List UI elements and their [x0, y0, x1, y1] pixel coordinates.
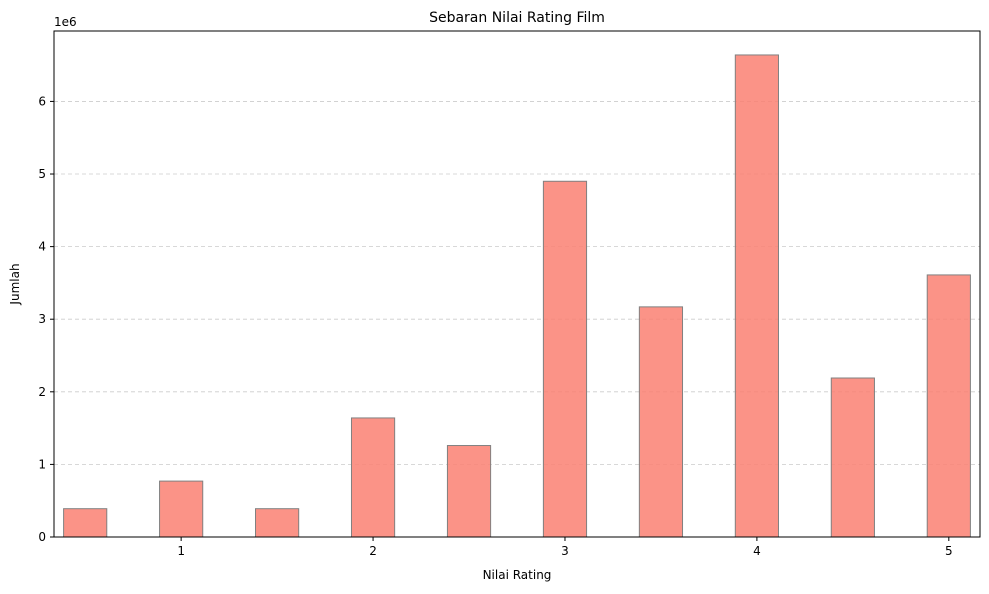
bar-3	[350, 417, 396, 538]
bar-9	[926, 274, 971, 538]
y-tick-label-6: 6	[38, 94, 46, 108]
bar-2	[255, 508, 300, 538]
x-tick-label-2: 3	[561, 544, 569, 558]
grid-lines	[54, 101, 980, 465]
bar-6	[638, 306, 684, 538]
bar-8	[830, 377, 875, 538]
y-axis-ticks: 0 1 2 3 4 5 6	[38, 94, 54, 544]
y-tick-label-4: 4	[38, 240, 46, 254]
x-axis-label: Nilai Rating	[483, 568, 552, 582]
x-axis-ticks: 1 2 3 4 5	[177, 537, 953, 558]
y-tick-label-5: 5	[38, 167, 46, 181]
y-tick-label-3: 3	[38, 312, 46, 326]
plot-frame	[53, 30, 981, 538]
bar-7	[734, 54, 779, 538]
bar-0	[63, 508, 108, 538]
bar-4	[446, 445, 492, 538]
y-tick-label-0: 0	[38, 530, 46, 544]
x-tick-label-4: 5	[945, 544, 953, 558]
bar-5	[542, 180, 588, 538]
x-tick-label-0: 1	[177, 544, 185, 558]
bars	[63, 54, 971, 538]
x-tick-label-3: 4	[753, 544, 761, 558]
y-tick-label-2: 2	[38, 385, 46, 399]
y-tick-label-1: 1	[38, 457, 46, 471]
x-tick-label-1: 2	[369, 544, 377, 558]
bar-1	[159, 480, 204, 538]
y-axis-offset-label: 1e6	[54, 15, 77, 29]
y-axis-label: Jumlah	[8, 263, 22, 305]
chart-title: Sebaran Nilai Rating Film	[429, 10, 605, 26]
